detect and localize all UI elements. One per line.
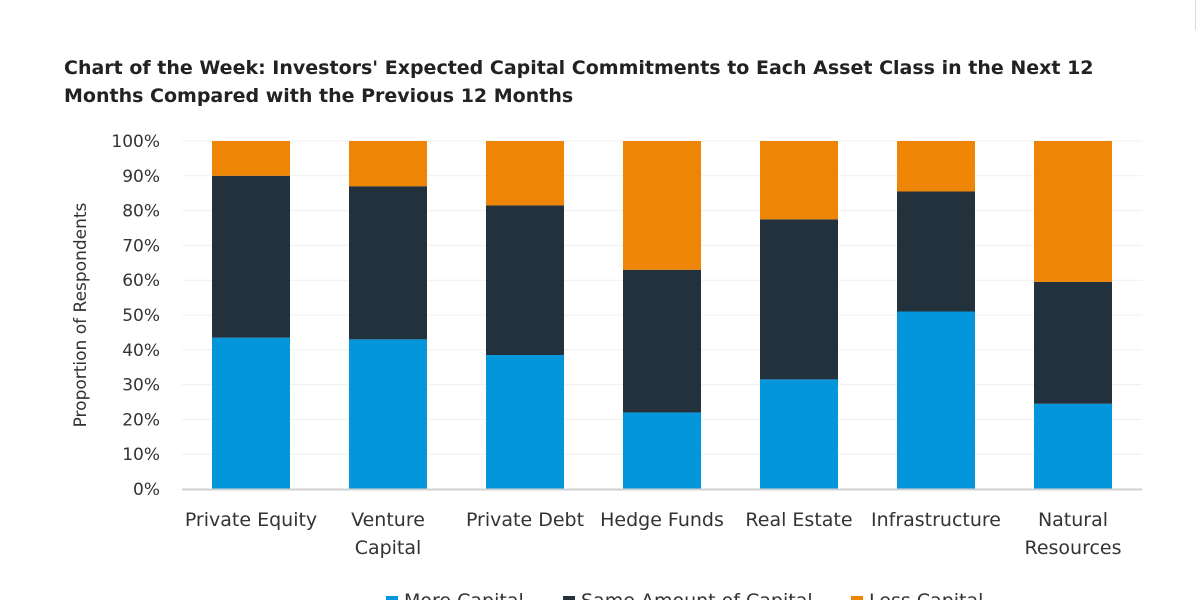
window-edge <box>1195 0 1200 30</box>
legend-label: Same Amount of Capital <box>581 590 813 600</box>
bar-segment-more-capital <box>897 311 975 489</box>
x-tick-label: Real Estate <box>745 509 852 531</box>
bar-segment-same-amount-of-capital <box>486 205 564 356</box>
bar-segment-less-capital <box>623 141 701 270</box>
bar-segment-more-capital <box>486 355 564 489</box>
legend-swatch <box>386 596 398 600</box>
bar-segment-same-amount-of-capital <box>212 175 290 338</box>
y-tick-label: 80% <box>122 202 160 222</box>
bar-segment-less-capital <box>897 141 975 192</box>
y-axis-title: Proportion of Respondents <box>71 202 91 427</box>
bar-segment-same-amount-of-capital <box>623 269 701 413</box>
x-tick-label: Private Debt <box>466 509 584 531</box>
y-tick-label: 40% <box>122 341 160 361</box>
bar-segment-same-amount-of-capital <box>760 219 838 380</box>
x-tick-label: Capital <box>355 537 422 559</box>
x-tick-label: Venture <box>351 509 425 531</box>
x-tick-label: Hedge Funds <box>600 509 724 531</box>
bar-segment-less-capital <box>1034 141 1112 282</box>
chart-title: Chart of the Week: Investors' Expected C… <box>64 57 1094 107</box>
legend-label: More Capital <box>404 590 524 600</box>
y-tick-label: 30% <box>122 376 160 396</box>
bar-segment-more-capital <box>760 379 838 489</box>
legend-swatch <box>851 596 863 600</box>
x-tick-label: Infrastructure <box>871 509 1001 531</box>
bar-segment-more-capital <box>349 339 427 489</box>
legend-label: Less Capital <box>869 590 983 600</box>
x-tick-label: Resources <box>1024 537 1121 559</box>
y-tick-label: 60% <box>122 271 160 291</box>
x-tick-label: Natural <box>1038 509 1108 531</box>
bar-segment-more-capital <box>623 412 701 489</box>
y-tick-label: 70% <box>122 236 160 256</box>
y-tick-label: 20% <box>122 410 160 430</box>
bar-segment-less-capital <box>486 141 564 206</box>
y-tick-label: 0% <box>133 480 160 500</box>
y-tick-label: 90% <box>122 167 160 187</box>
y-tick-label: 50% <box>122 306 160 326</box>
bar-segment-less-capital <box>760 141 838 220</box>
x-tick-label: Private Equity <box>185 509 317 531</box>
legend-swatch <box>563 596 575 600</box>
bar-segment-more-capital <box>1034 403 1112 489</box>
bar-segment-more-capital <box>212 337 290 489</box>
bar-segment-same-amount-of-capital <box>1034 281 1112 404</box>
y-tick-label: 100% <box>111 132 160 152</box>
bar-segment-same-amount-of-capital <box>897 191 975 312</box>
bar-segment-less-capital <box>212 141 290 176</box>
bar-segment-same-amount-of-capital <box>349 186 427 340</box>
bar-segment-less-capital <box>349 141 427 187</box>
y-tick-label: 10% <box>122 445 160 465</box>
